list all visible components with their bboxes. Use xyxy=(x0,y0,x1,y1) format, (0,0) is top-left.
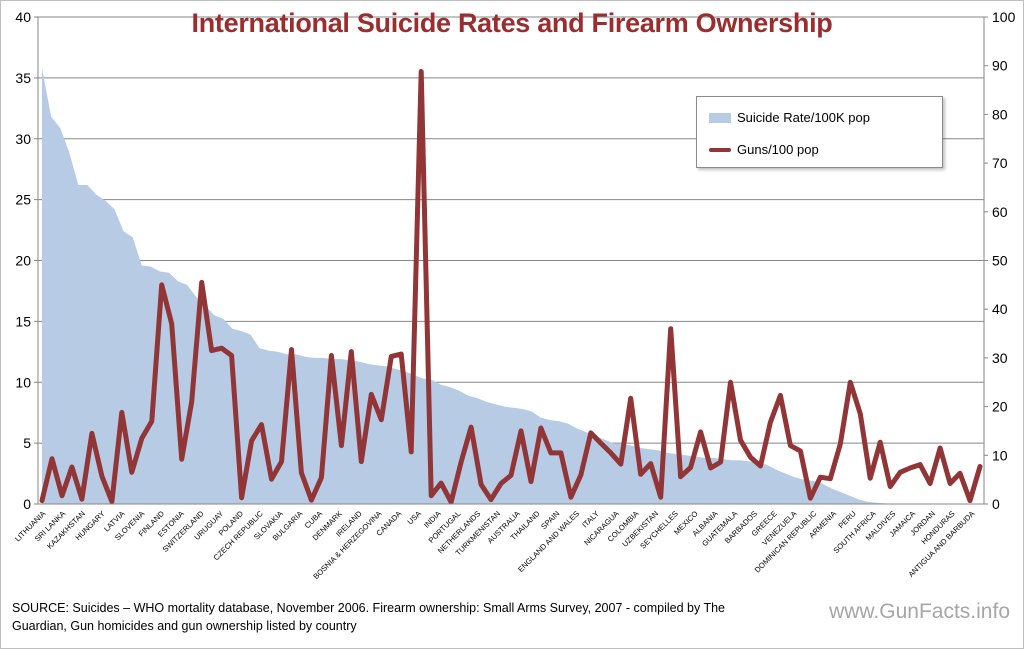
suicide-rate-area-layer xyxy=(42,68,976,504)
right-tick-label: 30 xyxy=(992,350,1008,366)
legend-entry-guns: Guns/100 pop xyxy=(709,142,819,157)
right-tick-label: 10 xyxy=(992,447,1008,463)
source-line-2: Guardian, Gun homicides and gun ownershi… xyxy=(12,619,357,633)
left-tick-label: 35 xyxy=(15,70,31,86)
legend: Suicide Rate/100K pop Guns/100 pop xyxy=(696,96,943,168)
suicide-rate-area xyxy=(42,68,976,504)
left-tick-label: 0 xyxy=(23,496,31,512)
guns-line-layer xyxy=(39,69,983,505)
left-axis-ticks: 0 5 10 15 20 25 30 35 40 xyxy=(15,9,38,512)
left-tick-label: 5 xyxy=(23,435,31,451)
right-tick-label: 20 xyxy=(992,399,1008,415)
source-line-1: SOURCE: Suicides – WHO mortality databas… xyxy=(12,601,726,615)
right-tick-label: 100 xyxy=(992,9,1016,25)
watermark: www.GunFacts.info xyxy=(829,600,1010,623)
right-tick-label: 40 xyxy=(992,301,1008,317)
right-tick-label: 50 xyxy=(992,253,1008,269)
guns-line xyxy=(39,69,983,505)
left-tick-label: 25 xyxy=(15,192,31,208)
x-tick-label: USA xyxy=(406,508,424,526)
chart-title: International Suicide Rates and Firearm … xyxy=(191,8,833,38)
right-tick-label: 90 xyxy=(992,58,1008,74)
left-tick-label: 20 xyxy=(15,253,31,269)
legend-label-suicide-rate: Suicide Rate/100K pop xyxy=(737,110,870,125)
right-axis-ticks: 0 10 20 30 40 50 60 70 80 90 100 xyxy=(984,9,1016,512)
left-tick-label: 10 xyxy=(15,374,31,390)
right-tick-label: 60 xyxy=(992,204,1008,220)
right-tick-label: 80 xyxy=(992,106,1008,122)
left-tick-label: 40 xyxy=(15,9,31,25)
legend-swatch-line xyxy=(709,147,731,152)
legend-label-guns: Guns/100 pop xyxy=(737,142,819,157)
left-tick-label: 30 xyxy=(15,131,31,147)
right-tick-label: 0 xyxy=(992,496,1000,512)
right-tick-label: 70 xyxy=(992,155,1008,171)
legend-swatch-area xyxy=(709,112,731,123)
left-tick-label: 15 xyxy=(15,313,31,329)
source-note: SOURCE: Suicides – WHO mortality databas… xyxy=(12,599,732,635)
legend-entry-suicide-rate: Suicide Rate/100K pop xyxy=(709,110,870,125)
